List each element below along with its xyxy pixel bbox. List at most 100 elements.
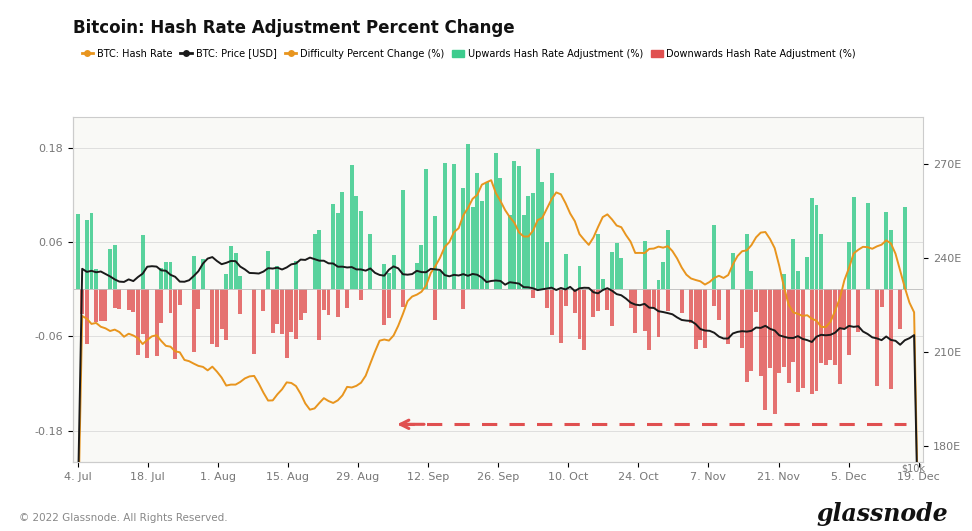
Bar bbox=[745, 234, 748, 289]
Bar bbox=[322, 289, 326, 310]
Bar bbox=[843, 289, 847, 329]
Bar bbox=[782, 275, 786, 289]
Bar bbox=[559, 289, 563, 342]
Bar bbox=[159, 268, 163, 289]
Bar bbox=[642, 289, 646, 331]
Bar bbox=[434, 289, 437, 320]
Bar bbox=[731, 253, 735, 289]
Bar bbox=[591, 289, 596, 317]
Bar bbox=[434, 216, 437, 289]
Bar bbox=[689, 289, 693, 323]
Bar bbox=[666, 230, 670, 289]
Bar bbox=[549, 173, 554, 289]
Bar bbox=[833, 289, 837, 365]
Bar bbox=[782, 289, 786, 367]
Bar bbox=[285, 289, 289, 358]
Bar bbox=[94, 289, 98, 322]
Bar bbox=[294, 261, 298, 289]
Bar bbox=[210, 289, 214, 344]
Bar bbox=[275, 266, 279, 289]
Bar bbox=[749, 271, 753, 289]
Bar bbox=[666, 289, 670, 311]
Bar bbox=[507, 215, 511, 289]
Bar bbox=[796, 289, 800, 392]
Bar bbox=[791, 289, 795, 362]
Bar bbox=[847, 242, 851, 289]
Bar bbox=[531, 289, 535, 298]
Bar bbox=[103, 289, 108, 321]
Bar bbox=[225, 274, 228, 289]
Text: © 2022 Glassnode. All Rights Reserved.: © 2022 Glassnode. All Rights Reserved. bbox=[19, 513, 228, 523]
Bar bbox=[778, 289, 781, 373]
Bar bbox=[712, 289, 716, 306]
Bar bbox=[168, 289, 172, 313]
Bar bbox=[531, 193, 535, 289]
Bar bbox=[76, 215, 80, 289]
Bar bbox=[517, 166, 521, 289]
Bar bbox=[838, 289, 842, 384]
Bar bbox=[577, 289, 581, 339]
Bar bbox=[252, 289, 257, 354]
Bar bbox=[317, 289, 321, 340]
Bar bbox=[577, 266, 581, 289]
Bar bbox=[582, 289, 586, 350]
Bar bbox=[805, 257, 809, 289]
Text: glassnode: glassnode bbox=[816, 502, 948, 526]
Bar bbox=[573, 289, 576, 313]
Bar bbox=[745, 289, 748, 382]
Bar bbox=[159, 289, 163, 323]
Bar bbox=[164, 262, 168, 289]
Bar bbox=[462, 289, 466, 310]
Bar bbox=[740, 289, 745, 348]
Bar bbox=[610, 252, 614, 289]
Bar bbox=[815, 204, 818, 289]
Bar bbox=[290, 289, 294, 332]
Bar bbox=[229, 246, 233, 289]
Bar bbox=[108, 250, 112, 289]
Bar bbox=[634, 289, 638, 332]
Bar bbox=[113, 289, 117, 307]
Bar bbox=[331, 204, 335, 289]
Bar bbox=[271, 289, 275, 333]
Bar bbox=[880, 289, 884, 307]
Bar bbox=[875, 289, 879, 386]
Bar bbox=[178, 289, 182, 305]
Bar bbox=[145, 289, 150, 358]
Bar bbox=[494, 153, 498, 289]
Bar bbox=[819, 289, 823, 363]
Bar bbox=[499, 178, 503, 289]
Bar bbox=[196, 289, 200, 309]
Bar bbox=[313, 234, 317, 289]
Bar bbox=[564, 289, 568, 306]
Bar bbox=[898, 289, 902, 329]
Bar bbox=[536, 149, 539, 289]
Bar bbox=[527, 196, 531, 289]
Bar bbox=[888, 289, 893, 389]
Bar bbox=[420, 245, 424, 289]
Bar bbox=[545, 289, 549, 307]
Bar bbox=[619, 258, 623, 289]
Bar bbox=[698, 289, 703, 340]
Bar bbox=[596, 289, 600, 311]
Bar bbox=[629, 289, 633, 309]
Bar bbox=[99, 289, 103, 321]
Bar bbox=[345, 289, 349, 308]
Bar bbox=[191, 256, 195, 289]
Bar bbox=[652, 289, 656, 309]
Bar bbox=[796, 271, 800, 289]
Bar bbox=[656, 280, 660, 289]
Bar bbox=[438, 271, 442, 289]
Bar bbox=[442, 163, 447, 289]
Bar bbox=[614, 243, 618, 289]
Bar bbox=[888, 230, 893, 289]
Bar bbox=[610, 289, 614, 326]
Bar bbox=[89, 213, 93, 289]
Bar bbox=[136, 289, 140, 355]
Bar bbox=[359, 211, 363, 289]
Bar bbox=[596, 234, 600, 289]
Legend: BTC: Hash Rate, BTC: Price [USD], Difficulty Percent Change (%), Upwards Hash Ra: BTC: Hash Rate, BTC: Price [USD], Diffic… bbox=[78, 45, 860, 63]
Text: $10k: $10k bbox=[901, 463, 925, 473]
Bar bbox=[694, 289, 698, 349]
Bar bbox=[81, 289, 85, 314]
Bar bbox=[717, 289, 721, 320]
